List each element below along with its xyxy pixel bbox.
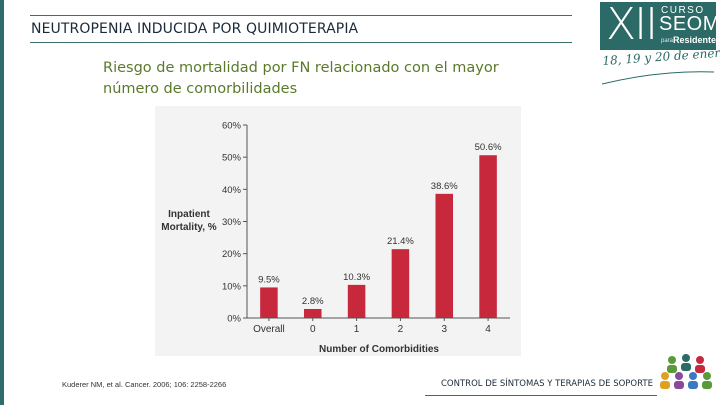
x-axis-label: Number of Comorbidities [319, 344, 439, 355]
x-tick-label: Overall [253, 324, 285, 335]
swoosh-decoration [601, 71, 715, 85]
x-tick-label: 0 [310, 324, 316, 335]
left-accent-bar [0, 0, 4, 405]
y-tick-label: 60% [222, 121, 242, 132]
y-tick-label: 20% [222, 249, 242, 260]
bar-data-label: 2.8% [302, 296, 324, 307]
y-axis-label-line-2: Mortality, % [161, 222, 216, 233]
mortality-bar-chart: 0% 10% 20% 30% 40% 50% 60% 9.5% 2.8% 10.3% 21.4% 3… [155, 106, 521, 356]
bar-comorbidities-1 [347, 284, 366, 318]
slide-subtitle: Riesgo de mortalidad por FN relacionado … [103, 60, 499, 97]
y-tick-label: 50% [222, 153, 242, 164]
bar-comorbidities-2 [391, 249, 410, 318]
bar-overall [260, 287, 278, 318]
footer-underline [425, 395, 657, 396]
x-tick-label: 2 [398, 324, 404, 335]
bar-data-label: 9.5% [258, 274, 280, 285]
logo-para-text: para [661, 38, 674, 44]
x-tick-label: 4 [485, 324, 491, 335]
people-group-icon [660, 354, 712, 389]
logo-roman-numeral: XII [606, 0, 658, 50]
logo-curso-text: CURSO [661, 5, 705, 16]
citation-text: Kuderer NM, et al. Cancer. 2006; 106: 22… [62, 380, 227, 389]
y-tick-label: 40% [222, 185, 242, 196]
header-divider [30, 15, 572, 16]
bar-comorbidities-3 [435, 193, 454, 318]
footer-section-title: CONTROL DE SÍNTOMAS Y TERAPIAS DE SOPORT… [441, 379, 653, 389]
bar-data-label: 38.6% [431, 181, 458, 192]
x-tick-label: 3 [441, 324, 447, 335]
bar-comorbidities-0 [303, 308, 322, 318]
y-tick-label: 30% [222, 217, 242, 228]
y-tick-label: 10% [222, 281, 242, 292]
header-underline [30, 42, 572, 43]
bar-data-label: 50.6% [475, 142, 502, 153]
page-title: NEUTROPENIA INDUCIDA POR QUIMIOTERAPIA [31, 21, 359, 37]
logo-residentes-text: Residentes [673, 35, 720, 45]
bar-comorbidities-4 [479, 155, 497, 318]
x-tick-label: 1 [354, 324, 360, 335]
chart-background [155, 106, 521, 356]
y-axis-label-line-1: Inpatient [168, 209, 210, 220]
y-tick-label: 0% [227, 314, 241, 325]
logo-seom-text: SEOM [659, 13, 720, 35]
bar-data-label: 10.3% [343, 272, 370, 283]
curso-seom-logo: XII CURSO SEOM para Residentes [600, 0, 720, 50]
bar-data-label: 21.4% [387, 236, 414, 247]
